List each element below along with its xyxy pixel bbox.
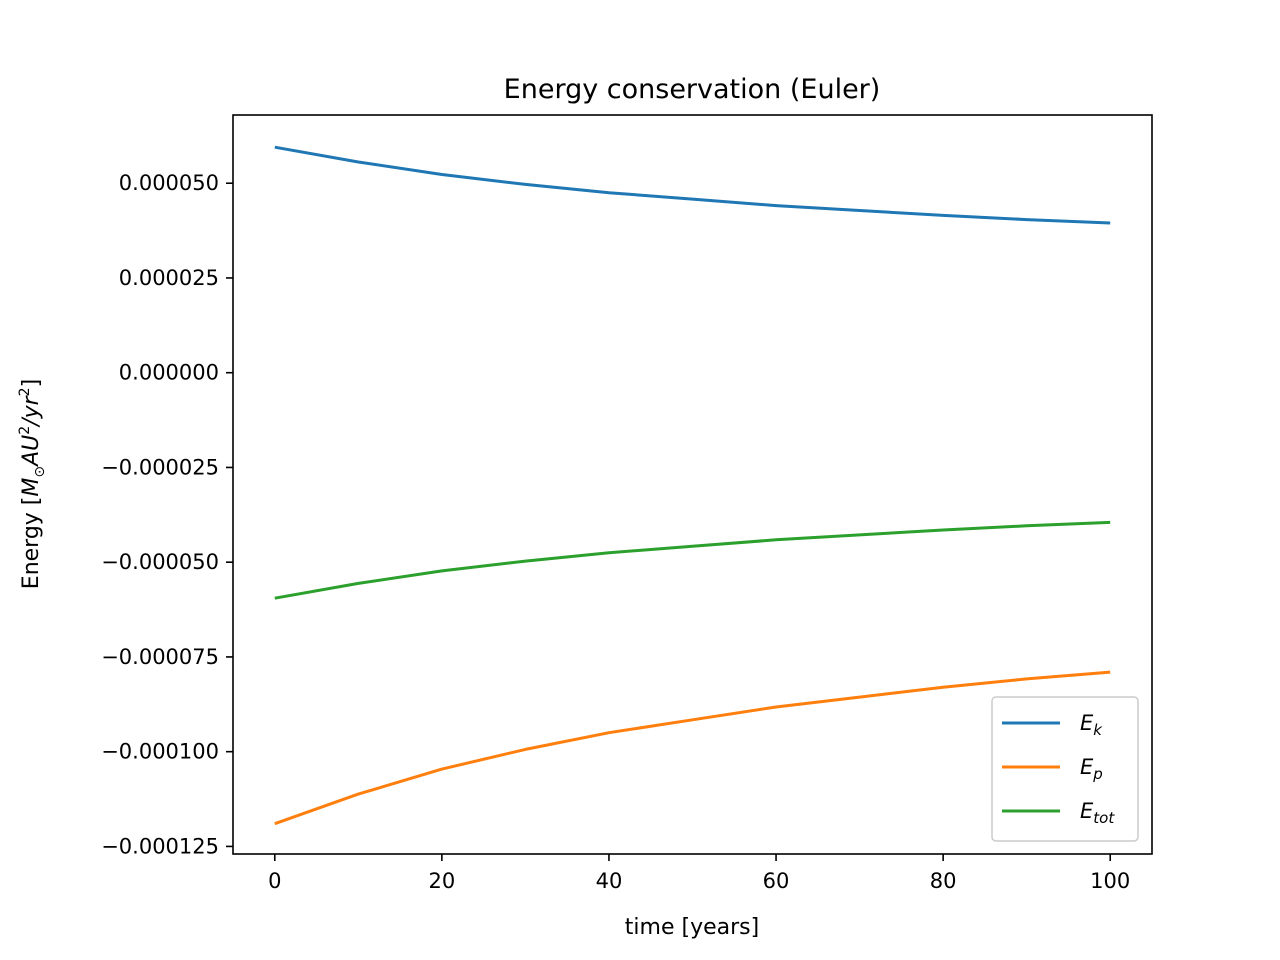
series-line-p [274,670,1111,826]
x-tick-label: 40 [596,869,623,893]
y-tick-label: 0.000000 [119,361,219,385]
x-tick-label: 0 [268,869,281,893]
plot-frame [232,114,1153,855]
legend-label-tot: Etot [1080,799,1115,827]
chart-title: Energy conservation (Euler) [504,74,881,105]
legend-label-p: Ep [1080,755,1103,783]
x-tick-label: 100 [1090,869,1130,893]
x-tick-label: 80 [930,869,957,893]
y-tick-label: −0.000100 [101,740,219,764]
y-tick-label: 0.000050 [119,171,219,195]
y-tick-label: −0.000075 [101,645,219,669]
y-tick-label: −0.000025 [101,455,219,479]
y-axis: 0.000050 0.000025 0.000000 −0.000025 −0.0000… [101,171,233,858]
x-axis-title: time [years] [625,915,759,940]
y-axis-title: Energy [M⊙AU2/yr2] [17,379,48,589]
y-tick-label: −0.000050 [101,550,219,574]
x-axis: 0 20 40 60 80 100 [268,854,1130,893]
series-layer [274,145,1111,826]
series-line-k [274,145,1111,225]
legend-box [991,696,1139,842]
x-tick-label: 60 [763,869,790,893]
y-tick-label: 0.000025 [119,266,219,290]
x-tick-label: 20 [428,869,455,893]
legend-label-k: Ek [1080,711,1103,739]
legend: Ek Ep Etot [991,696,1139,842]
series-line-tot [274,520,1111,600]
y-tick-label: −0.000125 [101,834,219,858]
